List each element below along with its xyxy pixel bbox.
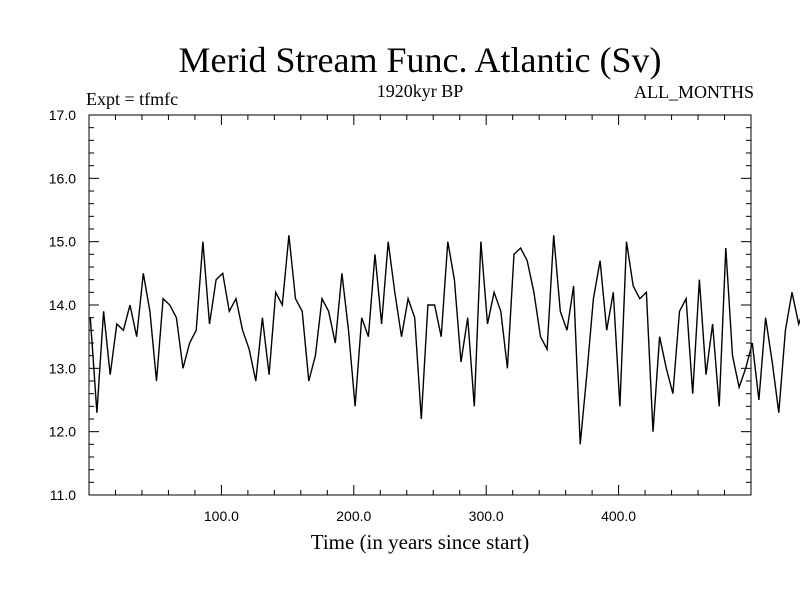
y-tick-label: 13.0 xyxy=(49,360,76,376)
y-tick-label: 16.0 xyxy=(49,170,76,186)
y-tick-label: 15.0 xyxy=(49,234,76,250)
experiment-label: Expt = tfmfc xyxy=(86,89,178,109)
plot-axes: 11.0 12.0 13.0 14.0 15.0 16.0 17.0 100.0 200.0 30… xyxy=(49,107,751,524)
chart-subtitle: 1920kyr BP xyxy=(377,81,464,101)
chart-title: Merid Stream Func. Atlantic (Sv) xyxy=(179,40,662,80)
months-label: ALL_MONTHS xyxy=(634,82,754,102)
y-tick-label: 17.0 xyxy=(49,107,76,123)
y-tick-label: 12.0 xyxy=(49,424,76,440)
y-tick-label: 14.0 xyxy=(49,297,76,313)
x-axis-label: Time (in years since start) xyxy=(311,530,530,554)
plot-frame xyxy=(88,114,752,496)
y-tick-label: 11.0 xyxy=(50,487,76,503)
series-line xyxy=(89,235,800,445)
x-tick-label: 300.0 xyxy=(469,508,504,524)
x-tick-label: 200.0 xyxy=(336,508,371,524)
x-tick-label: 100.0 xyxy=(204,508,239,524)
series-layer xyxy=(89,235,800,445)
x-tick-label: 400.0 xyxy=(601,508,636,524)
